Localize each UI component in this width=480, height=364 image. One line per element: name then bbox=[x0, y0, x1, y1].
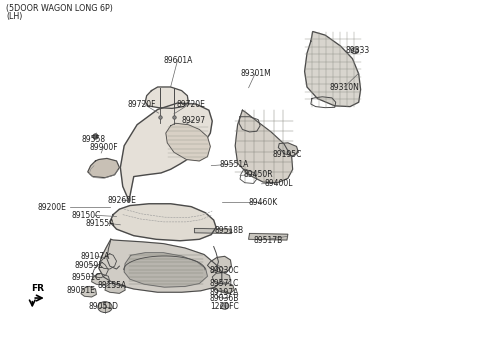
Text: 89260E: 89260E bbox=[108, 196, 136, 205]
Polygon shape bbox=[235, 110, 293, 183]
Text: 89517B: 89517B bbox=[253, 236, 282, 245]
Circle shape bbox=[351, 48, 359, 54]
Text: 89551A: 89551A bbox=[219, 160, 249, 169]
Polygon shape bbox=[207, 256, 231, 273]
Polygon shape bbox=[249, 233, 288, 240]
Text: 89155A: 89155A bbox=[85, 219, 115, 228]
Text: (LH): (LH) bbox=[6, 12, 23, 21]
Text: 1220FC: 1220FC bbox=[210, 301, 239, 310]
Polygon shape bbox=[124, 253, 207, 287]
Text: 89518B: 89518B bbox=[215, 226, 244, 236]
Text: FR: FR bbox=[31, 284, 44, 293]
Text: 89310N: 89310N bbox=[329, 83, 359, 92]
Text: 89601A: 89601A bbox=[163, 56, 192, 65]
Text: 89301M: 89301M bbox=[240, 69, 271, 78]
Text: 89558: 89558 bbox=[82, 135, 106, 144]
Polygon shape bbox=[194, 229, 231, 233]
Text: (5DOOR WAGON LONG 6P): (5DOOR WAGON LONG 6P) bbox=[6, 4, 113, 13]
Polygon shape bbox=[81, 286, 96, 297]
Polygon shape bbox=[105, 283, 125, 293]
Text: 89059L: 89059L bbox=[74, 261, 103, 270]
Polygon shape bbox=[212, 273, 230, 284]
Text: 89400L: 89400L bbox=[265, 179, 293, 188]
Polygon shape bbox=[99, 239, 222, 292]
Text: 89450R: 89450R bbox=[243, 170, 273, 179]
Circle shape bbox=[98, 302, 112, 313]
Text: 89900F: 89900F bbox=[89, 143, 118, 152]
Polygon shape bbox=[92, 273, 110, 285]
Text: 89107A: 89107A bbox=[81, 252, 110, 261]
Text: 89150C: 89150C bbox=[71, 211, 101, 220]
Text: 89030C: 89030C bbox=[210, 266, 240, 275]
Text: 89333: 89333 bbox=[345, 46, 370, 55]
Text: 89036B: 89036B bbox=[210, 294, 240, 303]
Text: 89720F: 89720F bbox=[128, 99, 156, 108]
Polygon shape bbox=[110, 204, 216, 241]
Polygon shape bbox=[305, 32, 360, 107]
Circle shape bbox=[220, 303, 229, 309]
Text: 89297: 89297 bbox=[181, 116, 205, 125]
Text: 89460K: 89460K bbox=[248, 198, 277, 207]
Polygon shape bbox=[166, 123, 210, 161]
Text: 89200E: 89200E bbox=[38, 203, 67, 212]
Text: 88155A: 88155A bbox=[97, 281, 127, 290]
Polygon shape bbox=[88, 158, 120, 178]
Text: 89720E: 89720E bbox=[177, 99, 205, 108]
Polygon shape bbox=[145, 87, 188, 108]
Text: 89051E: 89051E bbox=[67, 286, 96, 295]
Text: 89195C: 89195C bbox=[272, 150, 301, 159]
Polygon shape bbox=[278, 143, 299, 156]
Polygon shape bbox=[120, 103, 212, 201]
Text: 89197A: 89197A bbox=[210, 288, 240, 297]
Text: 89501C: 89501C bbox=[71, 273, 101, 281]
Text: 89051D: 89051D bbox=[89, 302, 119, 311]
Text: 89571C: 89571C bbox=[210, 279, 240, 288]
Polygon shape bbox=[214, 283, 234, 294]
